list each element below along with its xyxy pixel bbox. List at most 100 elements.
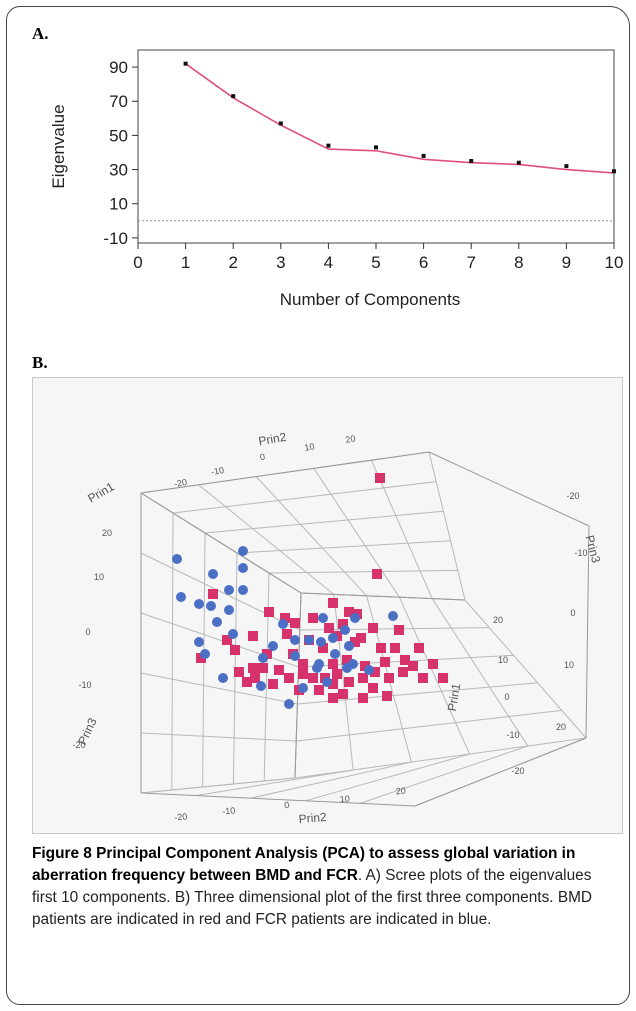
bmd-point [368, 683, 378, 693]
bmd-point [376, 643, 386, 653]
caption-body: . A) Scree plots of the eigenvalues firs… [32, 867, 593, 928]
fcr-point [388, 611, 398, 621]
fcr-point [284, 699, 294, 709]
bmd-point [338, 619, 348, 629]
eigenvalue-point [326, 143, 331, 148]
bmd-point [344, 677, 354, 687]
fcr-point [318, 613, 328, 623]
grid-line [195, 769, 354, 797]
fcr-point [200, 649, 210, 659]
grid-line [263, 572, 270, 782]
bmd-point [264, 607, 274, 617]
x-tick-label: 3 [276, 253, 285, 272]
scree-plot: -10 10 30 50 70 90 0 1 2 3 4 5 6 7 8 9 10 Number of Compo… [49, 49, 623, 309]
grid-line [140, 612, 299, 668]
bmd-point [298, 659, 308, 669]
fcr-point [328, 633, 338, 643]
bmd-point [370, 667, 380, 677]
tick-label-left: -20 [72, 740, 85, 750]
grid-line [172, 481, 437, 514]
y-tick-label: 30 [109, 161, 128, 180]
y-tick-label: 10 [109, 195, 128, 214]
tick-label-right-bottom: -10 [506, 730, 519, 740]
bmd-point [258, 663, 268, 673]
bmd-point [344, 607, 354, 617]
tick-label-right: -10 [574, 548, 587, 558]
tick-label-top: -20 [173, 477, 188, 489]
grid-line [198, 484, 335, 595]
grid-line [360, 745, 528, 804]
x-tick-label: 6 [419, 253, 428, 272]
fcr-point [224, 585, 234, 595]
tick-label-top: 10 [304, 441, 316, 453]
bmd-point [308, 613, 318, 623]
bmd-point [428, 659, 438, 669]
fcr-point [344, 641, 354, 651]
axis-label-prin1-left: Prin1 [85, 479, 117, 505]
y-tick-label: -10 [103, 229, 128, 248]
panel-a-label: A. [32, 24, 49, 43]
x-tick-label: 2 [228, 253, 237, 272]
bmd-point [314, 685, 324, 695]
bmd-point [282, 629, 292, 639]
bmd-point [268, 679, 278, 689]
y-tick-label: 50 [109, 126, 128, 145]
pca-3d-panel: Prin2 Prin1 Prin3 Prin3 Prin1 Prin2 -20 -10 0 10 2… [32, 377, 623, 834]
y-tick-label: 70 [109, 92, 128, 111]
fcr-point [194, 599, 204, 609]
fcr-point [206, 601, 216, 611]
bmd-point [328, 679, 338, 689]
tick-label-right-bottom: -20 [511, 766, 524, 776]
bmd-point [375, 473, 385, 483]
bmd-point [414, 643, 424, 653]
caption-title: Figure 8 Principal Component Analysis (P… [32, 845, 576, 884]
grid-line [431, 598, 529, 747]
fcr-point [278, 619, 288, 629]
bmd-point [208, 589, 218, 599]
x-tick-label: 1 [181, 253, 190, 272]
eigenvalue-point [421, 153, 426, 158]
bmd-point [318, 643, 328, 653]
x-tick-label: 5 [371, 253, 380, 272]
eigenvalue-point [278, 121, 283, 126]
bmd-point [328, 659, 338, 669]
cube-edge [414, 737, 587, 807]
bmd-point [350, 637, 360, 647]
tick-label-right-bottom: 10 [498, 655, 508, 665]
fcr-point [238, 585, 248, 595]
bmd-point [298, 669, 308, 679]
bmd-point [280, 613, 290, 623]
fcr-point [350, 613, 360, 623]
tick-label-right: 0 [570, 608, 575, 618]
fcr-point [298, 683, 308, 693]
bmd-point [360, 661, 370, 671]
eigenvalue-point [231, 94, 236, 99]
bmd-point [230, 645, 240, 655]
cube-edge [140, 492, 302, 594]
fcr-point [218, 673, 228, 683]
tick-label-left: 10 [94, 572, 104, 582]
bmd-point [356, 633, 366, 643]
grid-line [236, 540, 451, 554]
fcr-point [268, 641, 278, 651]
eigenvalue-point [564, 164, 569, 169]
tick-label-bottom: 10 [339, 794, 350, 805]
tick-label-left: 0 [85, 627, 90, 637]
grid-line [370, 459, 433, 599]
eigenvalue-point [469, 159, 474, 164]
bmd-point [400, 655, 410, 665]
bmd-point [408, 661, 418, 671]
grid-line [296, 709, 562, 742]
fcr-point [194, 637, 204, 647]
x-tick-label: 7 [466, 253, 475, 272]
fcr-point [342, 663, 352, 673]
grid-line [140, 552, 301, 631]
bmd-point [338, 689, 348, 699]
eigenvalue-point [374, 145, 378, 150]
fcr-point [172, 554, 182, 564]
grid-line [140, 732, 297, 742]
grid-line [333, 594, 354, 771]
cube-edge [428, 451, 590, 527]
grid-line [255, 476, 367, 597]
x-axis-label: Number of Components [280, 290, 460, 309]
